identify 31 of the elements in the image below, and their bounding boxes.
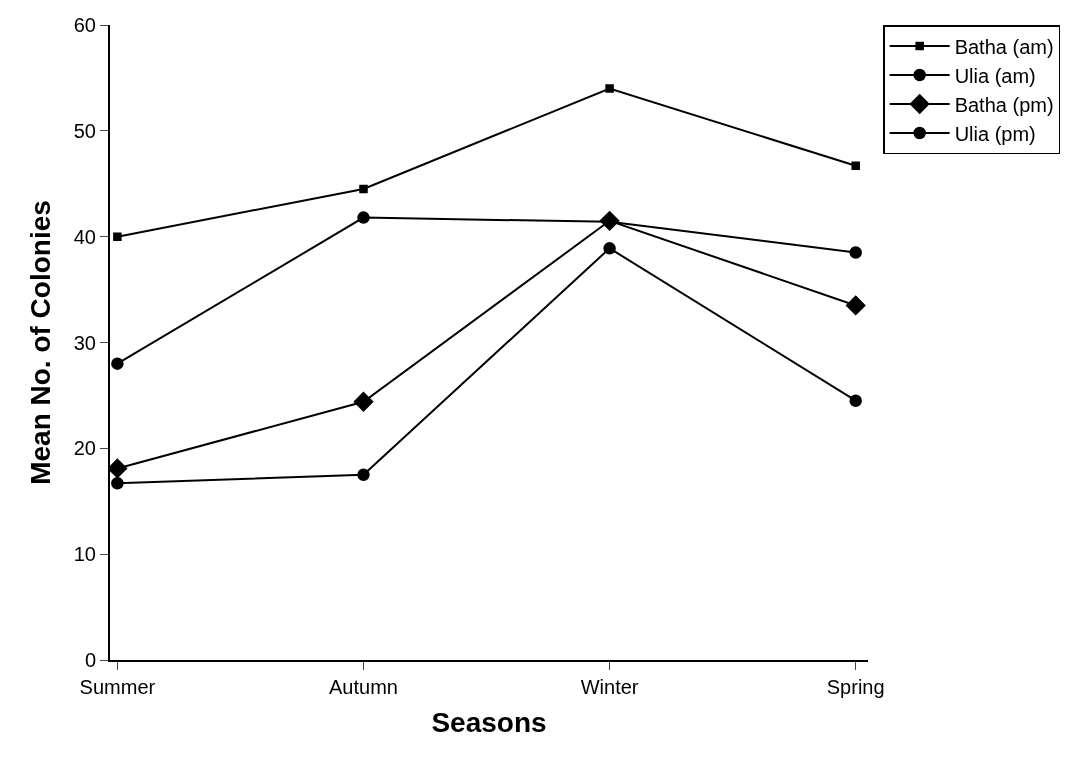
- x-tick-label: Winter: [580, 676, 639, 698]
- point: [113, 232, 122, 241]
- y-tick-label: 60: [73, 14, 96, 36]
- y-axis-title: Mean No. of Colonies: [24, 200, 56, 485]
- y-tick-label: 30: [73, 331, 96, 354]
- point: [845, 295, 866, 316]
- point: [353, 391, 374, 412]
- point: [111, 477, 124, 490]
- point: [599, 210, 620, 231]
- point: [605, 84, 614, 93]
- x-tick-label: Summer: [79, 676, 156, 698]
- x-tick-label: Autumn: [329, 676, 398, 698]
- legend-label: Batha (pm): [954, 93, 1054, 116]
- y-tick-label: 50: [73, 119, 96, 142]
- point: [849, 394, 862, 407]
- point: [849, 246, 862, 259]
- point: [357, 211, 370, 224]
- y-tick-label: 0: [84, 649, 96, 671]
- legend-label: Ulia (pm): [954, 122, 1036, 145]
- y-tick-label: 10: [73, 543, 96, 566]
- point: [111, 357, 124, 370]
- point: [357, 468, 370, 482]
- y-tick-label: 40: [73, 225, 96, 248]
- point: [851, 161, 860, 171]
- x-axis-title: Seasons: [431, 706, 547, 738]
- x-tick-label: Spring: [826, 676, 885, 698]
- point: [359, 184, 368, 194]
- y-tick-label: 20: [73, 437, 96, 460]
- legend-label: Ulia (am): [954, 64, 1036, 87]
- legend-label: Batha (am): [954, 35, 1054, 58]
- point: [603, 242, 616, 255]
